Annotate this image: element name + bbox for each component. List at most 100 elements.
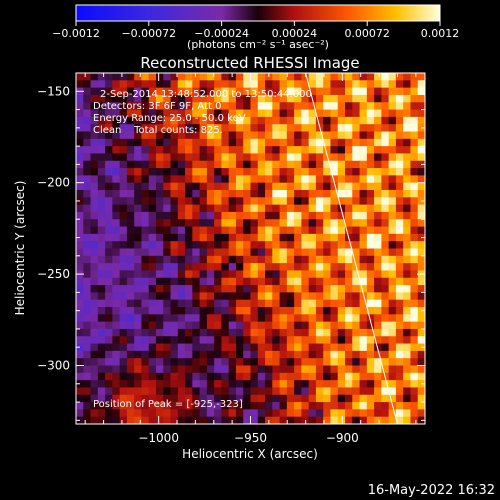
heatmap-cell <box>90 307 99 315</box>
heatmap-cell <box>228 307 237 315</box>
heatmap-cell <box>330 299 339 308</box>
heatmap-cell <box>214 124 223 133</box>
heatmap-cell <box>337 402 346 410</box>
heatmap-cell <box>105 219 113 228</box>
heatmap-cell <box>323 387 332 396</box>
heatmap-cell <box>330 248 339 257</box>
heatmap-cell <box>199 219 208 228</box>
y-axis-label: Heliocentric Y (arcsec) <box>13 181 27 316</box>
heatmap-cell <box>323 182 332 191</box>
heatmap-cell <box>301 394 310 403</box>
heatmap-cell <box>119 380 128 389</box>
heatmap-cell <box>112 160 121 169</box>
heatmap-cell <box>388 270 397 279</box>
heatmap-cell <box>126 307 135 315</box>
heatmap-cell <box>395 380 404 389</box>
heatmap-cell <box>243 197 252 206</box>
heatmap-cell <box>410 358 419 367</box>
heatmap-cell <box>192 292 201 301</box>
heatmap-cell <box>337 307 346 315</box>
heatmap-cell <box>330 307 339 315</box>
heatmap-cell <box>83 102 92 111</box>
heatmap-cell <box>395 263 404 272</box>
heatmap-cell <box>235 336 244 345</box>
x-tick-label: −1000 <box>138 431 179 445</box>
heatmap-cell <box>337 285 346 293</box>
heatmap-cell <box>410 292 419 301</box>
heatmap-cell <box>199 263 208 272</box>
heatmap-cell <box>352 409 361 418</box>
heatmap-cell <box>315 73 324 81</box>
heatmap-cell <box>235 372 244 381</box>
heatmap-cell <box>141 380 150 389</box>
heatmap-cell <box>345 116 353 125</box>
heatmap-cell <box>163 175 172 184</box>
heatmap-cell <box>134 211 143 220</box>
x-axis-tick-labels: −1000 −950 −900 <box>138 431 358 445</box>
heatmap-cell <box>97 109 106 118</box>
heatmap-cell <box>301 138 310 147</box>
heatmap-cell <box>192 263 201 272</box>
heatmap-cell <box>250 285 259 293</box>
heatmap-cell <box>286 248 295 257</box>
heatmap-cell <box>403 153 412 162</box>
heatmap-cell <box>323 153 332 162</box>
heatmap-cell <box>403 343 412 352</box>
heatmap-cell <box>105 255 113 264</box>
heatmap-cell <box>199 131 208 140</box>
heatmap-cell <box>308 87 317 96</box>
heatmap-cell <box>330 182 339 191</box>
heatmap-cell <box>403 307 412 315</box>
heatmap-cell <box>403 255 412 264</box>
heatmap-cell <box>272 226 281 235</box>
heatmap-cell <box>199 94 208 103</box>
heatmap-cell <box>395 270 404 279</box>
heatmap-cell <box>250 358 259 367</box>
heatmap-cell <box>265 197 273 206</box>
heatmap-cell <box>417 94 425 103</box>
heatmap-cell <box>308 277 317 286</box>
heatmap-cell <box>148 190 157 198</box>
heatmap-cell <box>265 182 273 191</box>
heatmap-cell <box>257 87 266 96</box>
heatmap-cell <box>388 94 397 103</box>
heatmap-cell <box>381 233 390 242</box>
heatmap-cell <box>366 336 375 345</box>
heatmap-cell <box>126 285 135 293</box>
heatmap-cell <box>388 372 397 381</box>
heatmap-cell <box>155 321 164 330</box>
heatmap-cell <box>134 299 143 308</box>
heatmap-cell <box>214 80 223 89</box>
heatmap-cell <box>265 285 273 293</box>
heatmap-cell <box>112 241 121 250</box>
heatmap-cell <box>323 328 332 337</box>
heatmap-cell <box>301 109 310 118</box>
heatmap-cell <box>235 350 244 359</box>
heatmap-cell <box>395 292 404 301</box>
heatmap-cell <box>410 402 419 410</box>
heatmap-cell <box>272 131 281 140</box>
heatmap-cell <box>388 146 397 155</box>
heatmap-cell <box>279 416 288 424</box>
heatmap-cell <box>286 241 295 250</box>
heatmap-cell <box>345 190 353 198</box>
heatmap-cell <box>76 146 84 155</box>
heatmap-cell <box>286 350 295 359</box>
heatmap-cell <box>90 328 99 337</box>
heatmap-cell <box>206 387 215 396</box>
heatmap-cell <box>330 204 339 213</box>
heatmap-cell <box>366 153 375 162</box>
heatmap-cell <box>257 168 266 176</box>
heatmap-cell <box>97 168 106 176</box>
heatmap-cell <box>90 168 99 176</box>
heatmap-cell <box>221 299 230 308</box>
heatmap-cell <box>126 394 135 403</box>
heatmap-cell <box>286 190 295 198</box>
heatmap-cell <box>192 109 201 118</box>
heatmap-cell <box>126 190 135 198</box>
heatmap-cell <box>199 248 208 257</box>
heatmap-cell <box>126 292 135 301</box>
heatmap-cell <box>185 226 193 235</box>
heatmap-cell <box>206 94 215 103</box>
heatmap-cell <box>286 138 295 147</box>
